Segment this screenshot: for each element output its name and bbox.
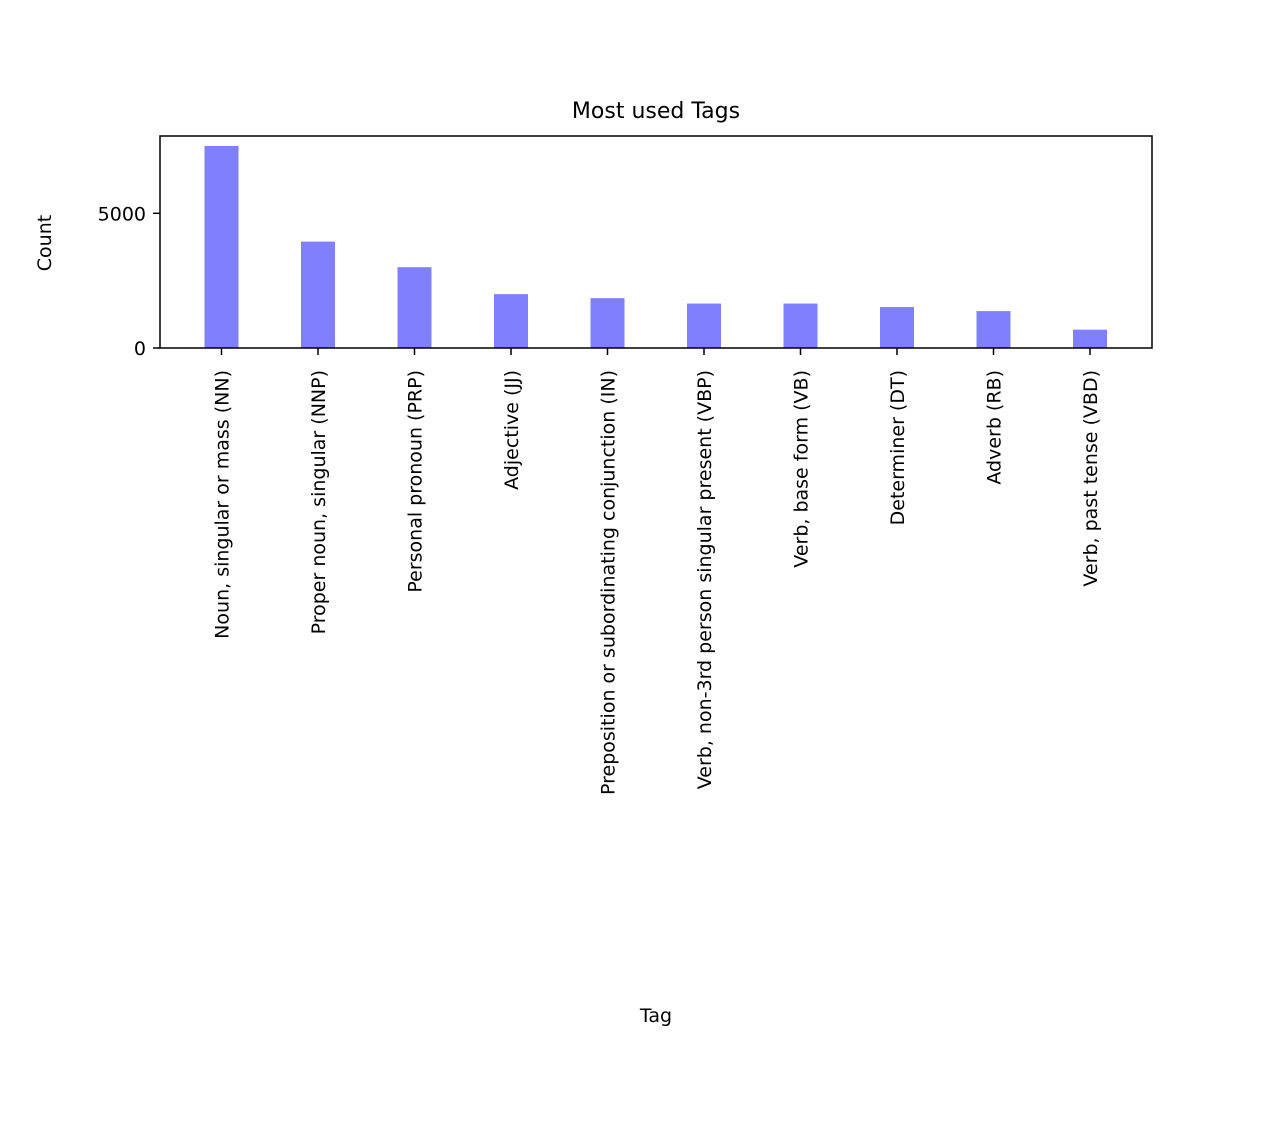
bar <box>494 294 528 348</box>
x-tick-label: Verb, past tense (VBD) <box>1080 370 1102 587</box>
bar <box>590 298 625 348</box>
x-tick-label: Preposition or subordinating conjunction… <box>598 370 620 795</box>
y-axis-label: Count <box>34 215 56 271</box>
y-tick-label: 0 <box>134 338 146 360</box>
y-tick-label: 5000 <box>98 203 146 225</box>
bar <box>397 267 432 348</box>
bar <box>1073 329 1107 348</box>
bar <box>687 303 721 348</box>
x-tick-label: Personal pronoun (PRP) <box>405 370 427 593</box>
y-axis-ticks: 0 5000 <box>98 203 160 360</box>
bar <box>880 307 914 348</box>
bars-group <box>204 145 1107 348</box>
bar <box>783 303 818 348</box>
bar <box>301 241 335 348</box>
x-tick-label: Determiner (DT) <box>887 370 909 525</box>
x-tick-label: Adjective (JJ) <box>501 370 523 490</box>
x-tick-label: Noun, singular or mass (NN) <box>212 370 234 639</box>
x-tick-label: Verb, non-3rd person singular present (V… <box>694 370 716 789</box>
x-tick-label: Proper noun, singular (NNP) <box>308 370 330 634</box>
plot-frame <box>159 135 1153 349</box>
x-tick-label: Verb, base form (VB) <box>791 370 813 568</box>
x-axis-ticks: Noun, singular or mass (NN) Proper noun, … <box>212 348 1102 795</box>
x-tick-label: Adverb (RB) <box>984 370 1006 485</box>
x-axis-label: Tag <box>639 1005 672 1027</box>
chart-title: Most used Tags <box>572 99 740 124</box>
bar <box>976 311 1011 348</box>
bar <box>204 145 239 348</box>
